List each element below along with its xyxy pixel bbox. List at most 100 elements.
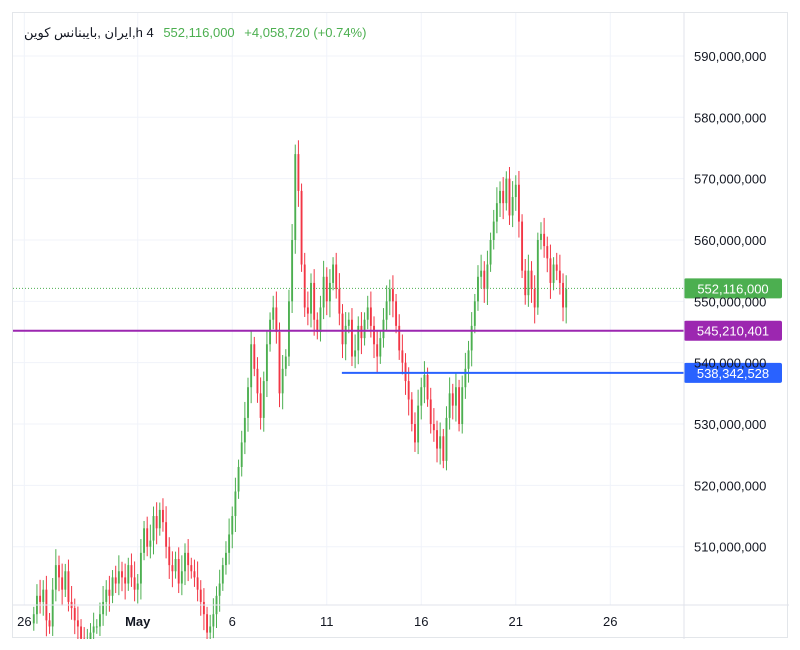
candle-body <box>199 589 202 602</box>
candle-body <box>552 264 555 283</box>
candle-body <box>486 264 489 290</box>
candle-body <box>558 270 561 283</box>
candle-body <box>373 325 375 345</box>
candle-body <box>316 319 319 333</box>
y-tick-label: 510,000,000 <box>694 540 766 555</box>
candle-body <box>492 221 495 240</box>
candle-body <box>303 264 306 308</box>
candle-body <box>51 589 54 627</box>
candle-body <box>177 558 180 584</box>
candle-body <box>259 393 262 418</box>
candle-body <box>448 393 451 418</box>
candle-body <box>250 344 253 388</box>
candle-body <box>420 387 423 406</box>
candle-body <box>423 374 426 388</box>
candle-body <box>95 626 98 628</box>
candle-body <box>76 620 79 627</box>
candlestick-chart[interactable]: 552,116,000 545,210,401 538,342,528 510,00… <box>13 13 789 639</box>
price-label-purple: 545,210,401 <box>697 324 769 339</box>
candle-body <box>193 571 196 578</box>
chart-frame[interactable]: 552,116,000 545,210,401 538,342,528 510,00… <box>12 12 789 639</box>
candle-body <box>499 190 501 204</box>
candle-body <box>366 307 369 320</box>
price-lines: 552,116,000 545,210,401 538,342,528 <box>13 278 782 383</box>
candle-body <box>42 589 45 602</box>
candle-body <box>369 307 372 326</box>
x-tick-label: 26 <box>603 614 617 629</box>
candle-body <box>48 620 51 627</box>
candle-body <box>202 601 205 615</box>
candles <box>32 140 568 639</box>
candle-body <box>158 509 161 529</box>
candle-body <box>379 338 382 357</box>
candle-body <box>253 344 256 369</box>
candle-body <box>39 595 42 602</box>
y-tick-label: 590,000,000 <box>694 49 766 64</box>
candle-body <box>562 282 564 308</box>
price-label-blue: 538,342,528 <box>697 366 769 381</box>
candle-body <box>347 319 350 326</box>
candle-body <box>73 608 76 621</box>
candle-body <box>92 626 95 633</box>
candle-body <box>527 270 530 296</box>
candle-body <box>80 626 82 639</box>
candle-body <box>445 417 448 461</box>
candle-body <box>117 571 120 584</box>
candle-body <box>206 614 208 633</box>
candle-body <box>395 301 398 326</box>
candle-body <box>162 509 164 523</box>
candle-body <box>184 552 186 572</box>
candle-body <box>243 417 246 443</box>
x-tick-label: 6 <box>229 614 236 629</box>
candle-body <box>281 368 284 394</box>
candle-body <box>269 319 272 345</box>
candle-body <box>212 614 215 627</box>
candle-body <box>146 528 149 547</box>
candle-body <box>139 552 142 584</box>
candle-body <box>130 565 133 578</box>
candle-body <box>451 393 454 406</box>
candle-body <box>325 276 328 302</box>
candle-body <box>454 387 457 406</box>
candle-body <box>467 350 470 369</box>
symbol-legend: ایران ,بایبنانس کوین,h 4 552,116,000 +4,… <box>24 25 366 41</box>
candle-body <box>555 264 558 271</box>
candle-body <box>533 289 536 308</box>
candle-body <box>300 190 303 265</box>
candle-body <box>354 350 357 357</box>
symbol-name: ایران ,بایبنانس کوین,h 4 <box>24 25 154 40</box>
candle-body <box>360 325 363 339</box>
candle-body <box>133 577 136 590</box>
candle-body <box>221 565 224 584</box>
candle-body <box>275 307 278 333</box>
x-tick-label: 11 <box>320 614 334 629</box>
candle-body <box>332 264 335 283</box>
candle-body <box>143 528 145 553</box>
candle-body <box>171 565 174 572</box>
candle-body <box>89 632 92 639</box>
candle-body <box>240 442 243 467</box>
y-tick-label: 580,000,000 <box>694 110 766 125</box>
candle-body <box>310 282 312 314</box>
candle-body <box>262 381 265 418</box>
candle-body <box>105 589 108 602</box>
grid <box>13 13 684 605</box>
candle-body <box>278 332 281 394</box>
candle-body <box>180 571 183 584</box>
candle-body <box>477 276 479 302</box>
candle-body <box>190 565 193 572</box>
candle-body <box>401 350 404 363</box>
candle-body <box>502 190 505 204</box>
candle-body <box>288 301 290 357</box>
candle-body <box>114 577 117 584</box>
candle-body <box>417 405 420 443</box>
candle-body <box>407 381 410 400</box>
candle-body <box>265 344 268 382</box>
candle-body <box>508 178 511 216</box>
candle-body <box>511 197 514 216</box>
candle-body <box>108 589 111 596</box>
candle-body <box>196 577 199 590</box>
candle-body <box>483 270 486 290</box>
candle-body <box>284 356 287 369</box>
candle-body <box>237 466 240 492</box>
